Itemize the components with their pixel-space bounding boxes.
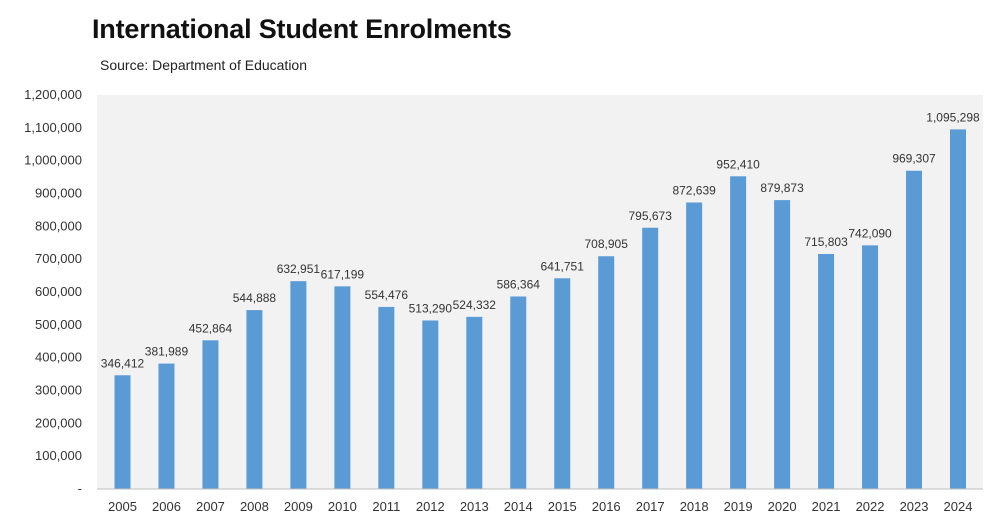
x-tick-label: 2020 [768, 499, 797, 514]
data-label: 554,476 [365, 288, 409, 302]
bar-2018 [686, 202, 703, 490]
bars [114, 129, 966, 490]
x-tick-label: 2016 [592, 499, 621, 514]
x-tick-label: 2019 [724, 499, 753, 514]
x-tick-label: 2014 [504, 499, 533, 514]
data-label: 641,751 [541, 259, 585, 273]
data-label: 879,873 [760, 181, 804, 195]
bar-2007 [202, 340, 219, 489]
y-tick-label: 900,000 [35, 186, 82, 201]
bar-2022 [862, 245, 879, 489]
x-tick-label: 2022 [856, 499, 885, 514]
y-tick-label: 800,000 [35, 218, 82, 233]
data-label: 586,364 [497, 277, 541, 291]
x-tick-label: 2007 [196, 499, 225, 514]
bar-2011 [378, 306, 395, 489]
y-tick-label: 100,000 [35, 448, 82, 463]
x-tick-label: 2006 [152, 499, 181, 514]
bar-2016 [598, 256, 615, 489]
bar-2012 [422, 320, 439, 489]
x-tick-label: 2011 [372, 499, 400, 514]
y-tick-label: 1,100,000 [24, 120, 82, 135]
x-tick-label: 2024 [944, 499, 973, 514]
y-tick-label: 300,000 [35, 383, 82, 398]
data-label: 872,639 [672, 183, 716, 197]
x-tick-label: 2021 [812, 499, 841, 514]
data-label: 969,307 [892, 152, 936, 166]
bar-2019 [730, 176, 747, 489]
bar-2024 [950, 129, 966, 490]
y-tick-label: - [78, 481, 82, 496]
data-label: 952,410 [716, 157, 760, 171]
data-label: 381,989 [145, 345, 189, 359]
data-label: 524,332 [453, 298, 497, 312]
data-label: 544,888 [233, 291, 277, 305]
bar-2020 [774, 200, 791, 489]
data-label: 1,095,298 [926, 110, 980, 124]
bar-2006 [158, 363, 175, 489]
x-tick-label: 2017 [636, 499, 665, 514]
data-label: 742,090 [848, 226, 892, 240]
x-tick-label: 2005 [108, 499, 137, 514]
x-tick-label: 2012 [416, 499, 445, 514]
data-label: 795,673 [628, 209, 672, 223]
data-label: 715,803 [804, 235, 848, 249]
data-label: 346,412 [101, 356, 145, 370]
bar-2005 [114, 375, 131, 489]
x-tick-label: 2013 [460, 499, 489, 514]
plot-area [97, 95, 983, 489]
y-tick-label: 1,200,000 [24, 87, 82, 102]
data-label: 708,905 [585, 237, 629, 251]
bar-2014 [510, 296, 527, 489]
y-tick-label: 700,000 [35, 251, 82, 266]
data-label: 452,864 [189, 321, 233, 335]
x-tick-label: 2009 [284, 499, 313, 514]
bar-2017 [642, 227, 659, 489]
bar-2009 [290, 281, 307, 489]
y-tick-label: 1,000,000 [24, 153, 82, 168]
x-tick-label: 2018 [680, 499, 709, 514]
bar-2023 [906, 170, 923, 489]
x-tick-label: 2008 [240, 499, 269, 514]
chart-subtitle: Source: Department of Education [100, 57, 308, 73]
x-tick-label: 2023 [900, 499, 929, 514]
bar-2021 [818, 253, 835, 489]
y-tick-label: 600,000 [35, 284, 82, 299]
data-label: 513,290 [409, 301, 453, 315]
data-label: 632,951 [277, 262, 321, 276]
chart-title: International Student Enrolments [92, 14, 512, 44]
bar-2010 [334, 286, 351, 489]
y-tick-label: 200,000 [35, 415, 82, 430]
x-axis-ticks: 2005 2006 2007 2008 2009 2010 2011 2012 2013 2014… [108, 499, 972, 514]
data-label: 617,199 [321, 267, 365, 281]
y-axis-ticks: - 100,000 200,000 300,000 400,000 500,000 600,… [24, 87, 82, 496]
x-tick-label: 2010 [328, 499, 357, 514]
bar-2015 [554, 278, 571, 489]
bar-2008 [246, 310, 263, 489]
y-tick-label: 400,000 [35, 350, 82, 365]
y-tick-label: 500,000 [35, 317, 82, 332]
bar-2013 [466, 316, 483, 489]
x-tick-label: 2015 [548, 499, 577, 514]
